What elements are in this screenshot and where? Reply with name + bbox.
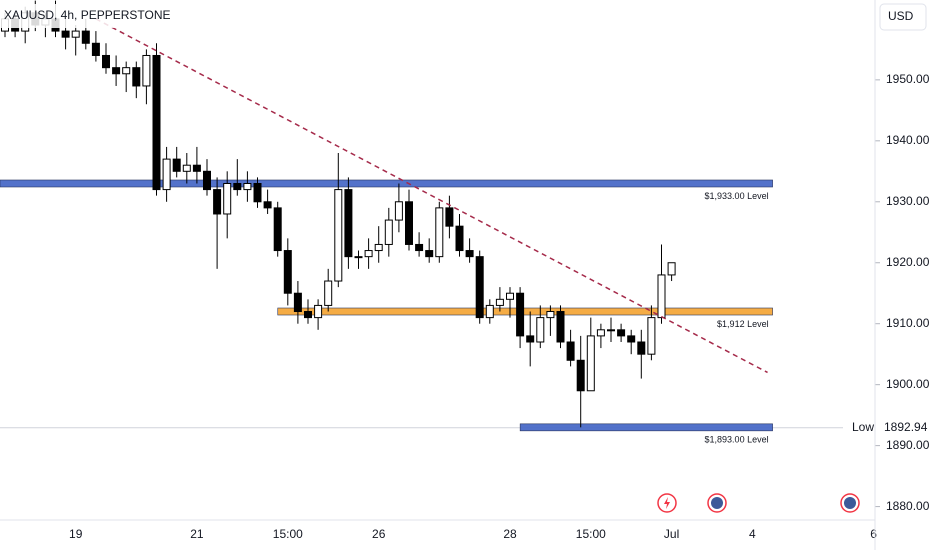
level-label: $1,893.00 Level	[705, 435, 769, 445]
level-label: $1,912 Level	[717, 319, 769, 329]
candle-body	[465, 250, 474, 258]
candle-body	[71, 30, 80, 38]
candle-body	[192, 164, 201, 172]
low-label-bg	[843, 418, 932, 437]
currency-box	[879, 3, 927, 31]
candle-body	[304, 311, 312, 319]
candle-body	[425, 250, 434, 258]
candle-body	[475, 256, 484, 319]
candle-body	[495, 298, 504, 306]
candle-body	[526, 335, 535, 343]
candle-body	[506, 292, 514, 300]
candle-body	[334, 189, 343, 282]
candle-body	[152, 54, 161, 191]
y-tick-label: 1920.00	[886, 255, 930, 269]
candle-body	[617, 329, 626, 337]
symbol-title: XAUUSD, 4h, PEPPERSTONE	[4, 8, 171, 22]
candle-body	[546, 311, 555, 319]
candle-body	[213, 189, 222, 215]
candle-body	[182, 164, 191, 172]
candle-body	[344, 189, 353, 258]
level-band	[277, 307, 773, 316]
level-band	[0, 179, 773, 188]
candle-body	[102, 54, 110, 69]
candle-body	[364, 250, 373, 258]
event-icon-glyph	[664, 497, 670, 509]
candle-body	[273, 207, 282, 252]
candle-body	[536, 317, 545, 343]
x-tick-label: 19	[69, 527, 83, 541]
candle-body	[122, 67, 131, 75]
candle-body	[657, 274, 666, 319]
low-price: 1892.94	[884, 420, 928, 434]
candle-body	[445, 207, 454, 227]
event-icon-flag	[711, 497, 723, 509]
level-label: $1,933.00 Level	[705, 191, 769, 201]
y-tick-label: 1900.00	[886, 377, 930, 391]
candle-body	[566, 341, 575, 361]
candle-body	[415, 243, 424, 252]
y-tick-label: 1890.00	[886, 438, 930, 452]
candle-body	[91, 42, 100, 56]
candle-body	[394, 201, 403, 221]
x-tick-label: 15:00	[576, 527, 606, 541]
candle-body	[627, 335, 636, 343]
candle-body	[314, 304, 323, 319]
x-tick-label: 21	[190, 527, 204, 541]
candle-body	[61, 30, 70, 38]
candle-body	[435, 207, 444, 258]
x-tick-label: 26	[372, 527, 386, 541]
x-tick-label: 4	[749, 527, 756, 541]
currency: USD	[888, 9, 914, 23]
candle-body	[233, 182, 242, 191]
candle-body	[243, 182, 252, 191]
candle-body	[81, 30, 90, 44]
candle-body	[667, 262, 676, 276]
candle-body	[405, 201, 413, 245]
y-tick-label: 1910.00	[886, 316, 930, 330]
candle-body	[556, 311, 565, 343]
trendline	[95, 18, 768, 374]
candle-body	[142, 54, 151, 87]
x-tick-label: 28	[503, 527, 517, 541]
y-tick-label: 1950.00	[886, 72, 930, 86]
candle-body	[253, 182, 262, 203]
level-band	[519, 423, 773, 432]
candle-body	[112, 67, 121, 75]
x-tick-label: 6	[870, 527, 877, 541]
event-icon-flag	[844, 497, 856, 509]
candle-body	[516, 292, 525, 337]
candle-body	[172, 158, 181, 172]
y-tick-label: 1880.00	[886, 499, 930, 513]
title-bg	[0, 4, 150, 28]
candle-body	[132, 67, 141, 87]
y-tick-label: 1940.00	[886, 133, 930, 147]
y-tick-label: 1930.00	[886, 194, 930, 208]
candle-body	[596, 329, 605, 337]
candle-body	[203, 170, 211, 191]
candle-body	[324, 280, 333, 306]
candle-body	[647, 317, 656, 355]
x-tick-label: 15:00	[273, 527, 303, 541]
candle-body	[162, 158, 171, 191]
candle-body	[283, 250, 292, 294]
candle-body	[455, 225, 464, 252]
x-tick-label: Jul	[664, 527, 679, 541]
candle-body	[263, 201, 272, 209]
candle-body	[586, 335, 595, 392]
candle-body	[293, 292, 302, 313]
candle-body	[485, 304, 494, 319]
candle-body	[384, 219, 393, 245]
candle-body	[607, 329, 615, 332]
event-icons	[657, 493, 860, 513]
candle-body	[354, 256, 363, 259]
candle-body	[637, 341, 646, 355]
low-label: Low	[852, 420, 874, 434]
candle-body	[576, 359, 585, 392]
candle-body	[223, 182, 232, 215]
candle-body	[374, 243, 383, 252]
